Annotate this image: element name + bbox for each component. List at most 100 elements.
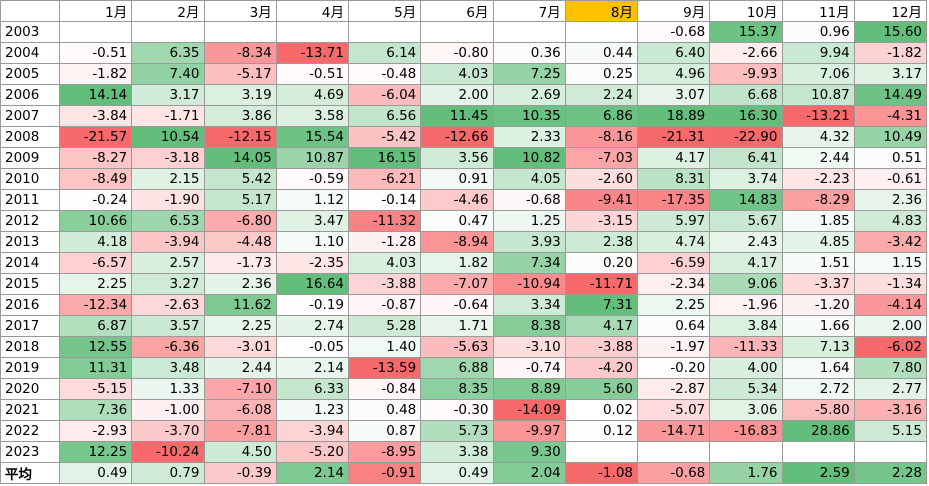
return-cell: -6.08 — [203, 399, 277, 421]
month-header: 9月 — [636, 0, 711, 22]
return-cell — [275, 21, 350, 43]
year-label: 2010 — [0, 168, 60, 190]
return-cell: 10.87 — [781, 84, 855, 106]
return-cell: 4.03 — [347, 252, 422, 274]
return-cell: -8.27 — [58, 147, 133, 169]
return-cell: 5.73 — [420, 420, 494, 442]
return-cell: 2.36 — [853, 189, 928, 211]
return-cell — [709, 441, 783, 463]
return-cell: 2.00 — [420, 84, 494, 106]
year-label: 2013 — [0, 231, 60, 253]
return-cell: -3.15 — [564, 210, 639, 232]
return-cell: 0.25 — [564, 63, 639, 85]
return-cell: 2.57 — [131, 252, 205, 274]
return-cell: 2.43 — [709, 231, 783, 253]
return-cell — [564, 21, 639, 43]
month-header: 2月 — [131, 0, 205, 22]
return-cell: -7.03 — [564, 147, 639, 169]
return-cell: 1.82 — [420, 252, 494, 274]
return-cell: 6.86 — [564, 105, 639, 127]
return-cell: 4.17 — [709, 252, 783, 274]
month-header: 5月 — [347, 0, 422, 22]
return-cell: 0.20 — [564, 252, 639, 274]
return-cell: -4.46 — [420, 189, 494, 211]
average-row: 平均 0.49 0.79 -0.39 2.14 -0.91 0.49 2.04 -1.08 -0.… — [0, 462, 928, 484]
return-cell: -0.51 — [58, 42, 133, 64]
return-cell: -2.63 — [131, 294, 205, 316]
return-cell: 4.83 — [853, 210, 928, 232]
return-cell: -3.42 — [853, 231, 928, 253]
return-cell: 2.69 — [492, 84, 566, 106]
average-cell: 2.14 — [275, 462, 350, 484]
return-cell — [203, 21, 277, 43]
return-cell: 6.53 — [131, 210, 205, 232]
average-cell: -0.91 — [347, 462, 422, 484]
return-cell: 14.49 — [853, 84, 928, 106]
return-cell: -5.63 — [420, 336, 494, 358]
return-cell: 11.62 — [203, 294, 277, 316]
return-cell: 15.54 — [275, 126, 350, 148]
return-cell: 8.31 — [636, 168, 711, 190]
return-cell: 0.96 — [781, 21, 855, 43]
return-cell: -0.68 — [492, 189, 566, 211]
return-cell: -5.15 — [58, 378, 133, 400]
year-label: 2022 — [0, 420, 60, 442]
year-label: 2017 — [0, 315, 60, 337]
return-cell: -8.94 — [420, 231, 494, 253]
year-row: 2021 7.36 -1.00 -6.08 1.23 0.48 -0.30 -14.09 0.0… — [0, 399, 928, 421]
month-header: 1月 — [58, 0, 133, 22]
return-cell: -7.10 — [203, 378, 277, 400]
return-cell: 5.17 — [203, 189, 277, 211]
year-label: 2019 — [0, 357, 60, 379]
year-label: 2008 — [0, 126, 60, 148]
return-cell: 2.25 — [636, 294, 711, 316]
return-cell: -4.14 — [853, 294, 928, 316]
return-cell: 3.58 — [275, 105, 350, 127]
return-cell: -3.70 — [131, 420, 205, 442]
return-cell: -6.04 — [347, 84, 422, 106]
return-cell: 14.14 — [58, 84, 133, 106]
return-cell: -3.94 — [275, 420, 350, 442]
return-cell: -0.48 — [347, 63, 422, 85]
return-cell: -4.20 — [564, 357, 639, 379]
year-row: 2015 2.25 3.27 2.36 16.64 -3.88 -7.07 -10.94 -11… — [0, 273, 928, 295]
year-label: 2018 — [0, 336, 60, 358]
return-cell: 5.34 — [709, 378, 783, 400]
return-cell: -9.97 — [492, 420, 566, 442]
year-row: 2018 12.55 -6.36 -3.01 -0.05 1.40 -5.63 -3.10 -3… — [0, 336, 928, 358]
month-header: 3月 — [203, 0, 277, 22]
return-cell: 1.85 — [781, 210, 855, 232]
year-label: 2004 — [0, 42, 60, 64]
return-cell: -1.71 — [131, 105, 205, 127]
return-cell: -8.34 — [203, 42, 277, 64]
year-row: 2023 12.25 -10.24 4.50 -5.20 -8.95 3.38 9.30 — [0, 441, 928, 463]
return-cell: 10.49 — [853, 126, 928, 148]
return-cell: 16.15 — [347, 147, 422, 169]
return-cell: -0.87 — [347, 294, 422, 316]
return-cell: -12.34 — [58, 294, 133, 316]
return-cell: -3.94 — [131, 231, 205, 253]
return-cell: -11.33 — [709, 336, 783, 358]
return-cell: 3.48 — [131, 357, 205, 379]
return-cell: 8.89 — [492, 378, 566, 400]
return-cell: 3.19 — [203, 84, 277, 106]
return-cell: -7.07 — [420, 273, 494, 295]
return-cell: 2.44 — [781, 147, 855, 169]
return-cell: 9.94 — [781, 42, 855, 64]
year-row: 2017 6.87 3.57 2.25 2.74 5.28 1.71 8.38 4.17 0.64… — [0, 315, 928, 337]
return-cell: 16.64 — [275, 273, 350, 295]
return-cell: -2.35 — [275, 252, 350, 274]
return-cell: -11.71 — [564, 273, 639, 295]
return-cell: 0.87 — [347, 420, 422, 442]
return-cell: 0.02 — [564, 399, 639, 421]
return-cell: -2.34 — [636, 273, 711, 295]
return-cell: 18.89 — [636, 105, 711, 127]
return-cell: 7.31 — [564, 294, 639, 316]
return-cell: -16.83 — [709, 420, 783, 442]
return-cell: 1.25 — [492, 210, 566, 232]
return-cell: 15.37 — [709, 21, 783, 43]
year-row: 2007 -3.84 -1.71 3.86 3.58 6.56 11.45 10.35 6.86… — [0, 105, 928, 127]
return-cell: -1.90 — [131, 189, 205, 211]
return-cell: -2.87 — [636, 378, 711, 400]
return-cell: 15.60 — [853, 21, 928, 43]
